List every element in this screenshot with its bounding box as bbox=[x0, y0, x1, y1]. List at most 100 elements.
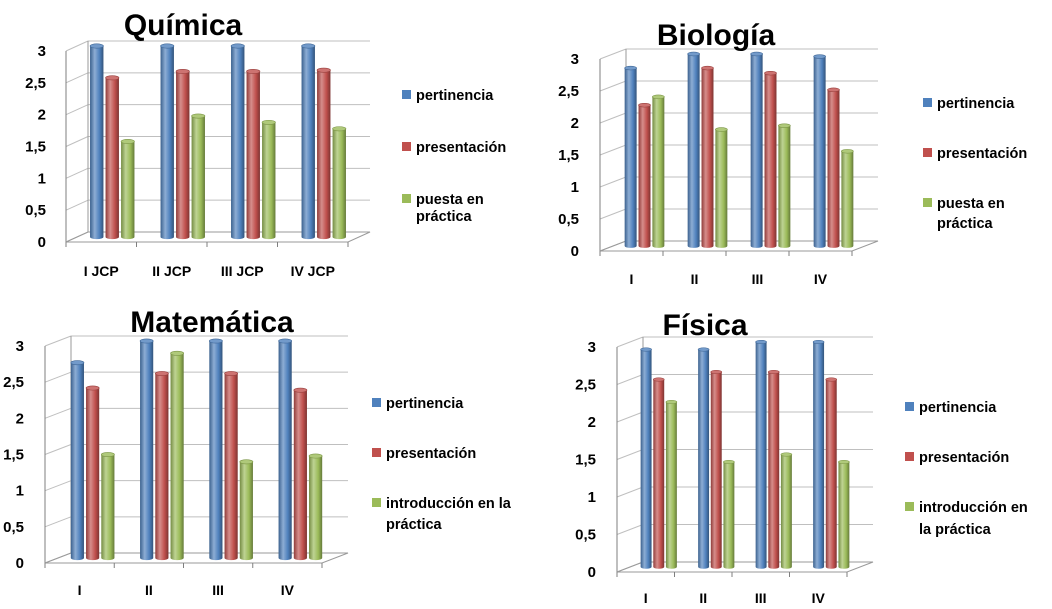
legend-item-presentacion: presentación bbox=[402, 140, 506, 156]
bar-puesta-en-practica-i-jcp bbox=[120, 139, 135, 240]
x-category-label: I bbox=[644, 590, 648, 604]
legend-label: presentación bbox=[386, 446, 476, 462]
gridline-depth bbox=[44, 371, 72, 383]
bar-pertinencia-i-jcp bbox=[89, 43, 104, 240]
legend-item-puesta-en-practica: puesta en práctica bbox=[402, 192, 484, 225]
chart-title: Química bbox=[124, 9, 243, 42]
chart-quimica: 0 0,5 1 1,5 2 2,5 3 I JCP II JCP III JCP IV JCP Quí… bbox=[25, 9, 506, 279]
chart-floor bbox=[65, 231, 371, 243]
bar-presentacion-iv bbox=[293, 387, 308, 561]
legend-label: presentación bbox=[937, 146, 1027, 162]
legend-item-pertinencia: pertinencia bbox=[923, 96, 1015, 112]
gridline-depth bbox=[44, 480, 72, 492]
bar-pertinencia-iv bbox=[812, 339, 825, 569]
y-tick-label: 0,5 bbox=[25, 202, 46, 219]
legend-swatch bbox=[402, 90, 411, 99]
legend-item-pertinencia: pertinencia bbox=[372, 396, 464, 412]
x-category-label: II bbox=[699, 590, 707, 604]
legend: pertinencia presentación introducción en l… bbox=[372, 396, 512, 533]
chart-title: Física bbox=[662, 309, 747, 342]
legend-swatch bbox=[905, 402, 914, 411]
gridline-depth bbox=[599, 48, 627, 60]
legend-label: pertinencia bbox=[937, 96, 1015, 112]
bar-introduccion-en-la-practica-ii bbox=[723, 459, 735, 569]
y-tick-label: 3 bbox=[38, 43, 46, 60]
legend-swatch bbox=[372, 398, 381, 407]
legend-item-puesta-en-practica: puesta en práctica bbox=[923, 196, 1005, 232]
bar-pertinencia-iii bbox=[755, 339, 767, 569]
x-category-label: I bbox=[78, 582, 82, 598]
legend-label: presentación bbox=[919, 450, 1009, 466]
gridline-depth bbox=[616, 336, 644, 348]
y-tick-label: 0,5 bbox=[558, 211, 579, 228]
gridline-depth bbox=[65, 167, 89, 179]
bar-pertinencia-i bbox=[70, 360, 85, 561]
y-tick-label: 1,5 bbox=[25, 139, 46, 156]
gridline-depth bbox=[616, 374, 644, 385]
y-tick-label: 3 bbox=[571, 51, 579, 68]
bar-presentacion-iv bbox=[825, 377, 838, 569]
bar-presentacion-ii bbox=[154, 371, 169, 561]
bar-puesta-en-practica-ii-jcp bbox=[191, 113, 206, 240]
gridline-depth bbox=[616, 486, 644, 498]
bar-puesta-en-practica-iv bbox=[841, 149, 854, 248]
gridline-depth bbox=[65, 136, 89, 147]
bar-presentacion-iii bbox=[224, 371, 239, 561]
y-tick-label: 1 bbox=[588, 489, 596, 506]
bar-introduccion-en-la-practica-iii bbox=[239, 459, 254, 561]
y-tick-label: 3 bbox=[16, 338, 24, 355]
gridline-depth bbox=[44, 516, 72, 528]
y-tick-label: 0 bbox=[588, 564, 596, 581]
chart-fisica: 00,511,522,53I II III IVFísicapertinenciapr… bbox=[575, 309, 1028, 606]
bar-puesta-en-practica-iv-jcp bbox=[332, 126, 347, 240]
gridline-depth bbox=[599, 112, 627, 124]
legend-label: pertinencia bbox=[919, 400, 997, 416]
x-category-label: IV bbox=[812, 590, 826, 604]
gridline-depth bbox=[616, 449, 644, 460]
bar-pertinencia-ii-jcp bbox=[160, 43, 175, 240]
y-tick-label: 3 bbox=[588, 339, 596, 356]
legend-label: pertinencia bbox=[416, 88, 494, 104]
chart-title: Biología bbox=[657, 19, 776, 52]
y-tick-label: 1 bbox=[38, 170, 46, 187]
gridline-depth bbox=[65, 104, 89, 116]
y-tick-label: 0 bbox=[571, 243, 579, 260]
legend-swatch bbox=[402, 194, 411, 203]
bar-pertinencia-iv bbox=[813, 54, 826, 248]
gridline-depth bbox=[65, 40, 89, 52]
bar-pertinencia-i bbox=[640, 347, 652, 569]
legend: pertinencia presentación introducción en la… bbox=[905, 400, 1028, 538]
bar-pertinencia-iv-jcp bbox=[301, 43, 316, 240]
legend-item-presentacion: presentación bbox=[923, 146, 1027, 162]
y-tick-label: 1,5 bbox=[558, 147, 579, 164]
legend-swatch bbox=[923, 98, 932, 107]
y-tick-label: 2 bbox=[588, 414, 596, 431]
y-tick-label: 2,5 bbox=[558, 83, 579, 100]
gridline-depth bbox=[65, 199, 89, 211]
gridline-depth bbox=[65, 72, 89, 84]
legend-swatch bbox=[923, 148, 932, 157]
y-tick-label: 0 bbox=[38, 234, 46, 251]
y-tick-label: 2 bbox=[38, 107, 46, 124]
bar-pertinencia-iv bbox=[278, 338, 293, 561]
gridline-depth bbox=[599, 176, 627, 188]
gridline-depth bbox=[599, 80, 627, 92]
legend-label: presentación bbox=[416, 140, 506, 156]
legend-label: introducción en la práctica bbox=[919, 500, 1028, 538]
y-tick-label: 1,5 bbox=[575, 452, 596, 469]
legend: pertinencia presentación puesta en práctica bbox=[923, 96, 1027, 232]
bar-presentacion-iii bbox=[764, 70, 777, 248]
x-category-label: IV bbox=[814, 271, 828, 287]
bar-introduccion-en-la-practica-iv bbox=[838, 459, 850, 569]
legend-item-introduccion-en-la-practica: introducción en la práctica bbox=[905, 500, 1028, 538]
chart-floor bbox=[44, 552, 349, 564]
bar-presentacion-ii-jcp bbox=[175, 69, 190, 240]
x-category-label: III bbox=[212, 582, 224, 598]
chart-title: Matemática bbox=[130, 306, 294, 339]
bar-pertinencia-iii bbox=[209, 338, 223, 561]
x-category-label: III bbox=[755, 590, 767, 604]
bar-introduccion-en-la-practica-iii bbox=[780, 452, 793, 569]
y-tick-label: 1 bbox=[571, 179, 579, 196]
gridline-depth bbox=[44, 444, 72, 455]
